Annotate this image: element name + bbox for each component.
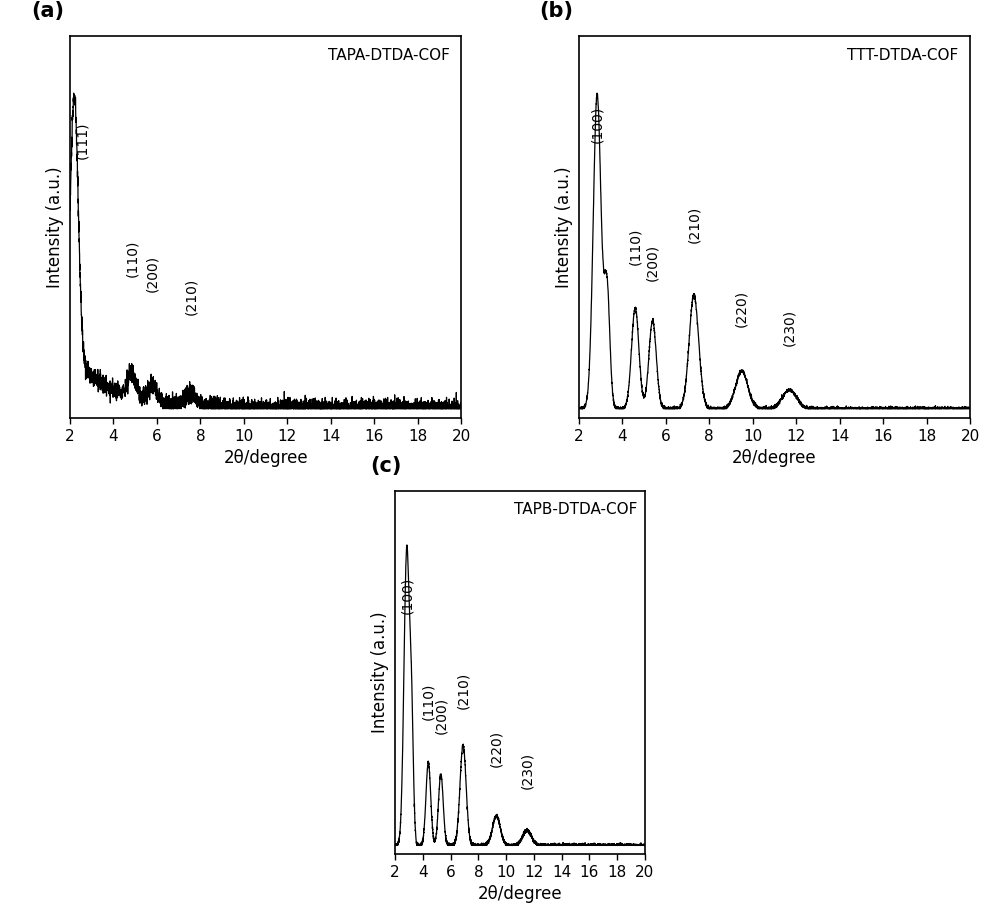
Text: (100): (100) [400,577,414,614]
Text: (210): (210) [687,205,701,243]
Text: (110): (110) [421,683,435,720]
Text: (220): (220) [489,730,503,767]
Text: (230): (230) [520,752,534,789]
Text: (110): (110) [125,239,139,277]
Text: (110): (110) [628,228,642,265]
X-axis label: 2θ/degree: 2θ/degree [223,449,308,467]
Text: TAPA-DTDA-COF: TAPA-DTDA-COF [328,48,450,63]
Text: (100): (100) [590,106,604,144]
Text: TTT-DTDA-COF: TTT-DTDA-COF [847,48,958,63]
Text: (a): (a) [31,1,64,21]
Text: TAPB-DTDA-COF: TAPB-DTDA-COF [514,502,638,517]
Text: (230): (230) [783,308,797,345]
Text: (210): (210) [456,672,470,709]
Text: (200): (200) [146,255,160,292]
Text: (b): (b) [540,1,574,21]
Text: (111): (111) [75,121,89,158]
Y-axis label: Intensity (a.u.): Intensity (a.u.) [371,612,389,734]
Y-axis label: Intensity (a.u.): Intensity (a.u.) [555,166,573,288]
X-axis label: 2θ/degree: 2θ/degree [478,885,562,904]
X-axis label: 2θ/degree: 2θ/degree [732,449,817,467]
Text: (220): (220) [735,289,749,326]
Text: (210): (210) [185,278,199,315]
Y-axis label: Intensity (a.u.): Intensity (a.u.) [46,166,64,288]
Text: (c): (c) [370,456,401,476]
Text: (200): (200) [646,244,660,281]
Text: (200): (200) [434,697,448,734]
